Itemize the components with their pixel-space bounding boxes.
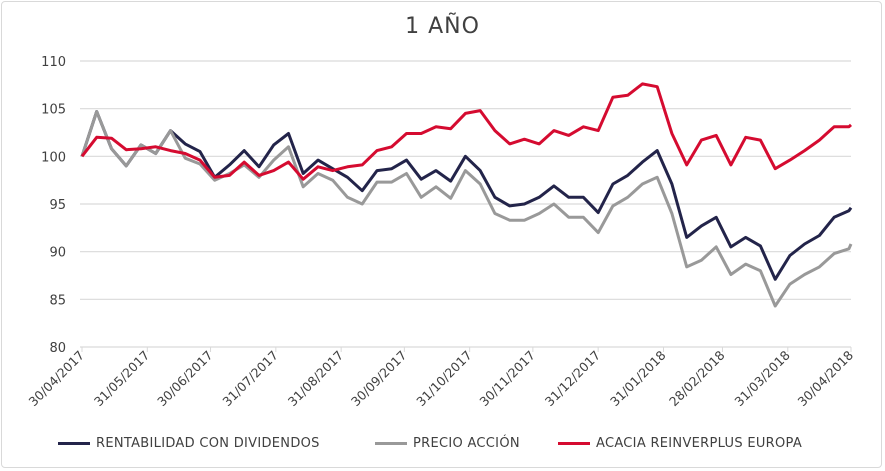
x-tick-label: 30/04/2017 xyxy=(26,348,88,410)
x-tick-label: 31/05/2017 xyxy=(91,348,153,410)
legend: RENTABILIDAD CON DIVIDENDOS PRECIO ACCIÓ… xyxy=(0,436,885,456)
legend-swatch-red xyxy=(558,442,590,445)
x-tick-label: 31/01/2018 xyxy=(607,347,669,409)
y-tick-label: 90 xyxy=(49,246,66,261)
legend-label: RENTABILIDAD CON DIVIDENDOS xyxy=(96,436,320,451)
x-tick-label: 31/03/2018 xyxy=(731,347,793,409)
x-tick-label: 31/07/2017 xyxy=(219,348,281,410)
legend-label: ACACIA REINVERPLUS EUROPA xyxy=(596,436,803,451)
y-tick-label: 95 xyxy=(49,198,66,213)
legend-item-precio: PRECIO ACCIÓN xyxy=(375,436,520,451)
legend-item-acacia: ACACIA REINVERPLUS EUROPA xyxy=(558,436,802,451)
y-tick-label: 100 xyxy=(41,150,66,165)
y-tick-label: 85 xyxy=(49,293,66,308)
x-tick-label: 31/08/2017 xyxy=(285,348,347,410)
x-tick-label: 30/11/2017 xyxy=(476,348,538,410)
x-tick-label: 28/02/2018 xyxy=(666,347,728,409)
x-tick-label: 31/10/2017 xyxy=(413,348,475,410)
legend-label: PRECIO ACCIÓN xyxy=(413,436,520,451)
x-tick-label: 31/12/2017 xyxy=(542,348,604,410)
chart-title: 1 AÑO xyxy=(405,14,480,39)
x-tick-label: 30/04/2018 xyxy=(795,347,857,409)
y-tick-label: 105 xyxy=(41,103,66,118)
x-tick-label: 30/09/2017 xyxy=(348,348,410,410)
series-line-1 xyxy=(80,110,853,281)
y-tick-label: 110 xyxy=(41,55,66,70)
series-line-2 xyxy=(80,110,853,308)
x-tick-label: 30/06/2017 xyxy=(154,348,216,410)
legend-swatch-navy xyxy=(58,442,90,445)
y-tick-label: 80 xyxy=(49,341,66,356)
legend-item-rentabilidad: RENTABILIDAD CON DIVIDENDOS xyxy=(58,436,320,451)
series-line-3 xyxy=(80,82,853,181)
legend-swatch-gray xyxy=(375,442,407,445)
